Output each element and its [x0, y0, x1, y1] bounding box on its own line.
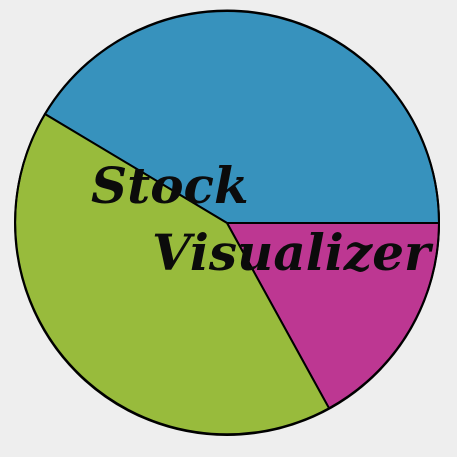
logo-title-line2: Visualizer	[152, 223, 434, 282]
pie-icon	[14, 9, 441, 436]
pie-outline	[14, 10, 440, 436]
logo-title-line1: Stock	[91, 156, 249, 215]
